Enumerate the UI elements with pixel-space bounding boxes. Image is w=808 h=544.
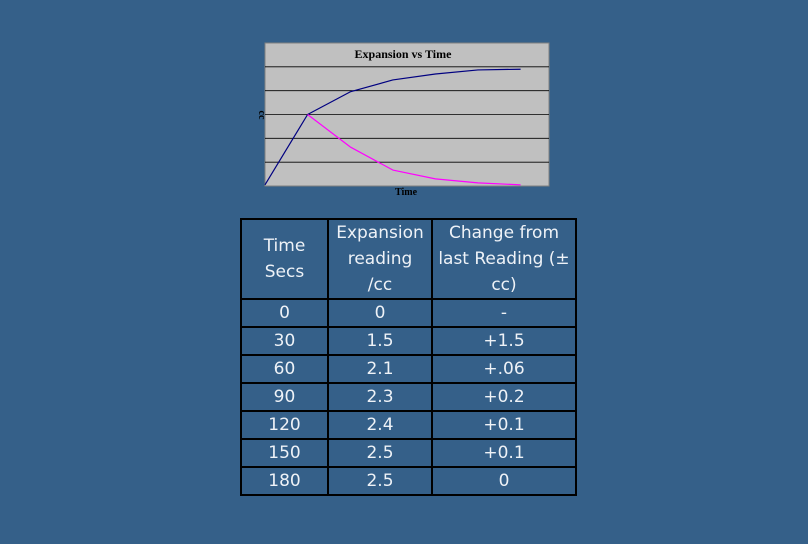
table-row: 30 1.5 +1.5	[240, 326, 577, 356]
header-cell: Expansion reading /cc	[327, 218, 433, 300]
chart-title: Expansion vs Time	[355, 47, 453, 61]
chart: Expansion vs Time Time cc	[256, 42, 550, 198]
table-row: 90 2.3 +0.2	[240, 382, 577, 412]
table-cell: -	[431, 298, 577, 328]
table-row: 180 2.5 0	[240, 466, 577, 496]
table-cell: +0.2	[431, 382, 577, 412]
y-axis-label: cc	[256, 111, 267, 120]
table-cell: 2.4	[327, 410, 433, 440]
header-cell: Change from last Reading (± cc)	[431, 218, 577, 300]
table-cell: 90	[240, 382, 329, 412]
series-line	[307, 114, 521, 186]
table-cell: +.06	[431, 354, 577, 384]
table-cell: 2.5	[327, 466, 433, 496]
data-table: Time Secs Expansion reading /cc Change f…	[240, 218, 577, 496]
table-cell: +1.5	[431, 326, 577, 356]
table-cell: 2.5	[327, 438, 433, 468]
table-row: 120 2.4 +0.1	[240, 410, 577, 440]
table-row: 60 2.1 +.06	[240, 354, 577, 384]
table-cell: 1.5	[327, 326, 433, 356]
table-cell: +0.1	[431, 410, 577, 440]
table-cell: 0	[431, 466, 577, 496]
table-cell: 2.1	[327, 354, 433, 384]
table-cell: 0	[327, 298, 433, 328]
table-cell: 150	[240, 438, 329, 468]
table-cell: 2.3	[327, 382, 433, 412]
header-cell: Time Secs	[240, 218, 329, 300]
x-axis-label: Time	[395, 187, 418, 198]
table-cell: 180	[240, 466, 329, 496]
table-cell: +0.1	[431, 438, 577, 468]
table-cell: 0	[240, 298, 329, 328]
table-cell: 30	[240, 326, 329, 356]
table-cell: 60	[240, 354, 329, 384]
table-row: 150 2.5 +0.1	[240, 438, 577, 468]
table-cell: 120	[240, 410, 329, 440]
